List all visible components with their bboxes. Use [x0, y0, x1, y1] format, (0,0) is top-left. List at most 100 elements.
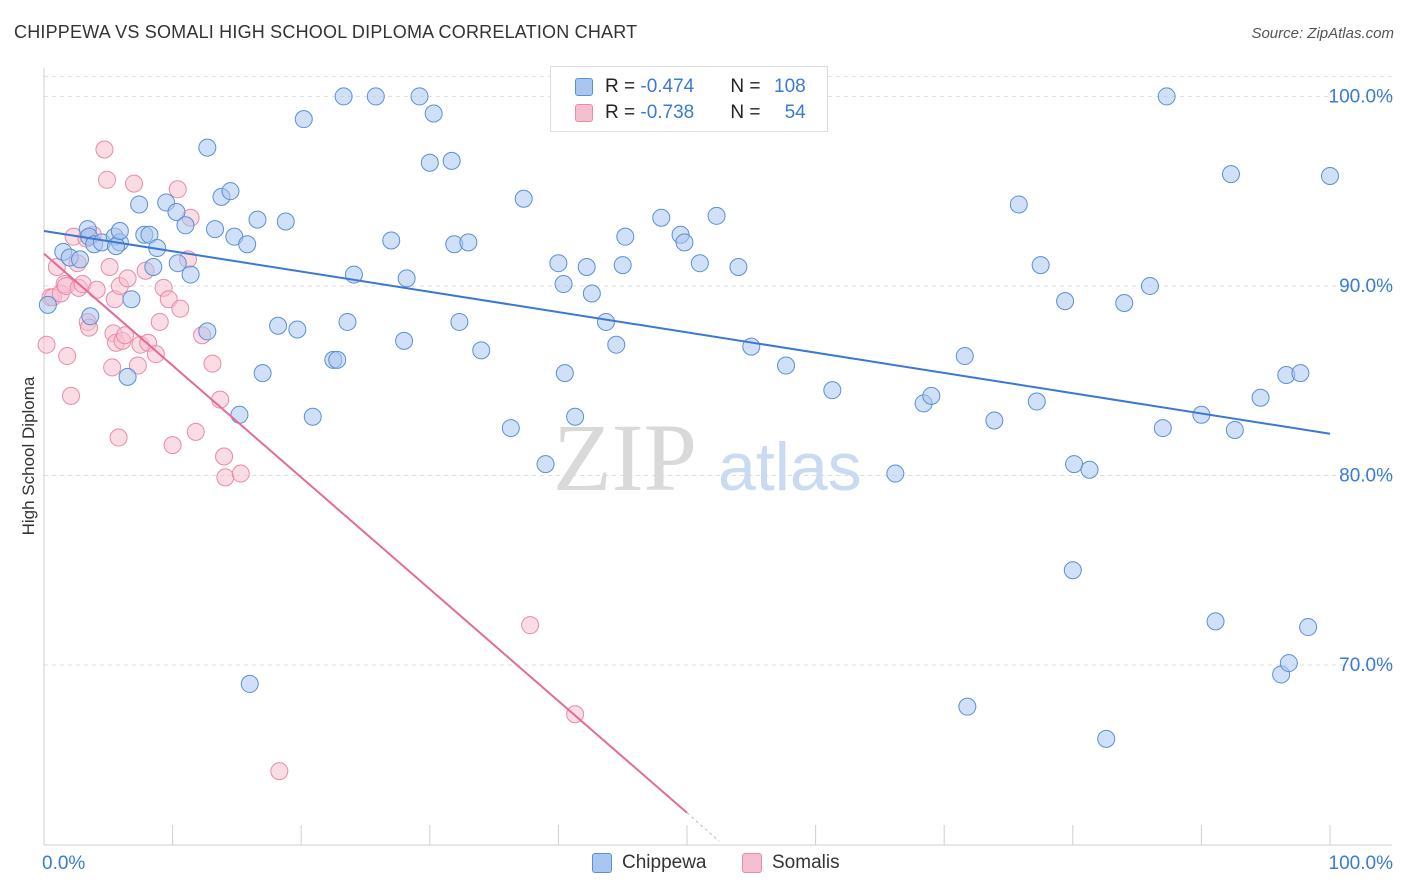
chippewa-point: [303, 407, 322, 426]
chippewa-point: [1153, 419, 1172, 438]
somalis-point: [98, 170, 117, 189]
watermark: ZIP atlas: [553, 404, 862, 511]
chippewa-point: [382, 231, 401, 250]
chippewa-point: [118, 367, 137, 386]
chippewa-point: [442, 151, 461, 170]
somalis-point: [146, 345, 165, 364]
chippewa-point: [596, 312, 615, 331]
chippewa-point: [338, 312, 357, 331]
legend-n-label: N =: [730, 76, 766, 97]
chippewa-point: [294, 110, 313, 129]
chippewa-point: [472, 341, 491, 360]
somalis-point: [125, 174, 144, 193]
chippewa-point: [777, 356, 796, 375]
somalis-point: [47, 257, 66, 276]
somalis-point: [62, 386, 81, 405]
somalis-point: [203, 354, 222, 373]
chippewa-point: [886, 464, 905, 483]
chippewa-point: [1115, 293, 1134, 312]
somalis-point: [216, 468, 235, 487]
y-tick-label: 100.0%: [1329, 86, 1394, 107]
y-tick-label: 80.0%: [1339, 465, 1393, 486]
chippewa-point: [167, 203, 186, 222]
chippewa-point: [1157, 87, 1176, 106]
chippewa-point: [1056, 292, 1075, 311]
somalis-point: [103, 358, 122, 377]
chippewa-point: [613, 256, 632, 275]
chippewa-point: [107, 237, 126, 256]
chippewa-point: [140, 225, 159, 244]
chippewa-point: [582, 284, 601, 303]
chippewa-point: [288, 320, 307, 339]
chippewa-point: [1299, 618, 1318, 637]
chippewa-point: [81, 307, 100, 326]
chippewa-point: [238, 235, 257, 254]
somalis-trend-extension: [686, 812, 720, 842]
axes: [43, 68, 1392, 846]
somalis-point: [118, 269, 137, 288]
chippewa-point: [334, 87, 353, 106]
legend-r-value: -0.474: [640, 76, 695, 97]
legend-r-label: R =: [605, 102, 641, 123]
somalis-point: [521, 616, 540, 635]
chippewa-point: [176, 216, 195, 235]
chippewa-point: [1221, 165, 1240, 184]
legend: R = -0.474 N = 108 R = -0.738 N = 54: [550, 66, 828, 132]
chippewa-point: [459, 233, 478, 252]
chippewa-point: [616, 227, 635, 246]
y-tick-label: 90.0%: [1339, 276, 1393, 297]
somalis-point: [186, 422, 205, 441]
somalis-point: [109, 428, 128, 447]
chippewa-point: [328, 350, 347, 369]
chippewa-point: [198, 322, 217, 341]
chippewa-point: [823, 381, 842, 400]
chippewa-point: [1065, 455, 1084, 474]
chippewa-point: [675, 233, 694, 252]
bottom-legend-label-chippewa: Chippewa: [622, 852, 707, 873]
chippewa-point: [248, 210, 267, 229]
chippewa-point: [253, 364, 272, 383]
chippewa-point: [652, 208, 671, 227]
watermark-atlas: atlas: [718, 429, 862, 505]
somalis-point: [171, 299, 190, 318]
chippewa-point: [181, 265, 200, 284]
chippewa-point: [549, 254, 568, 273]
legend-r-value: -0.738: [640, 102, 695, 123]
chippewa-point: [607, 335, 626, 354]
chippewa-point: [1279, 654, 1298, 673]
chippewa-point: [122, 290, 141, 309]
chippewa-point: [410, 87, 429, 106]
chart-title: CHIPPEWA VS SOMALI HIGH SCHOOL DIPLOMA C…: [14, 22, 638, 42]
chippewa-point: [1080, 460, 1099, 479]
somalis-point: [270, 762, 289, 781]
legend-r-label: R =: [605, 76, 641, 97]
chippewa-point: [1097, 729, 1116, 748]
chippewa-point: [922, 386, 941, 405]
legend-row-somalis: R = -0.738 N = 54: [575, 101, 806, 125]
chippewa-point: [1206, 612, 1225, 631]
chippewa-point: [168, 254, 187, 273]
chippewa-point: [577, 257, 596, 276]
legend-swatch-somalis: [575, 104, 593, 122]
chippewa-point: [1321, 167, 1339, 186]
chippewa-series: [38, 87, 1339, 748]
chippewa-point: [130, 195, 149, 214]
trend-lines: [43, 229, 1331, 842]
chippewa-point: [420, 153, 439, 172]
chippewa-point: [395, 331, 414, 350]
chippewa-point: [955, 347, 974, 366]
chippewa-point: [71, 250, 90, 269]
chippewa-point: [1225, 420, 1244, 439]
somalis-point: [100, 257, 119, 276]
legend-n-value: 54: [784, 102, 806, 123]
chippewa-point: [269, 316, 288, 335]
chippewa-point: [366, 87, 385, 106]
chippewa-point: [501, 419, 520, 438]
chippewa-point: [276, 212, 295, 231]
y-axis-label: High School Diploma: [19, 376, 38, 535]
chippewa-point: [985, 411, 1004, 430]
chippewa-point: [1140, 276, 1159, 295]
legend-n-value: 108: [774, 76, 806, 97]
chippewa-point: [690, 254, 709, 273]
tick-labels: 70.0% 80.0% 90.0% 100.0% 0.0% 100.0%: [42, 86, 1393, 874]
